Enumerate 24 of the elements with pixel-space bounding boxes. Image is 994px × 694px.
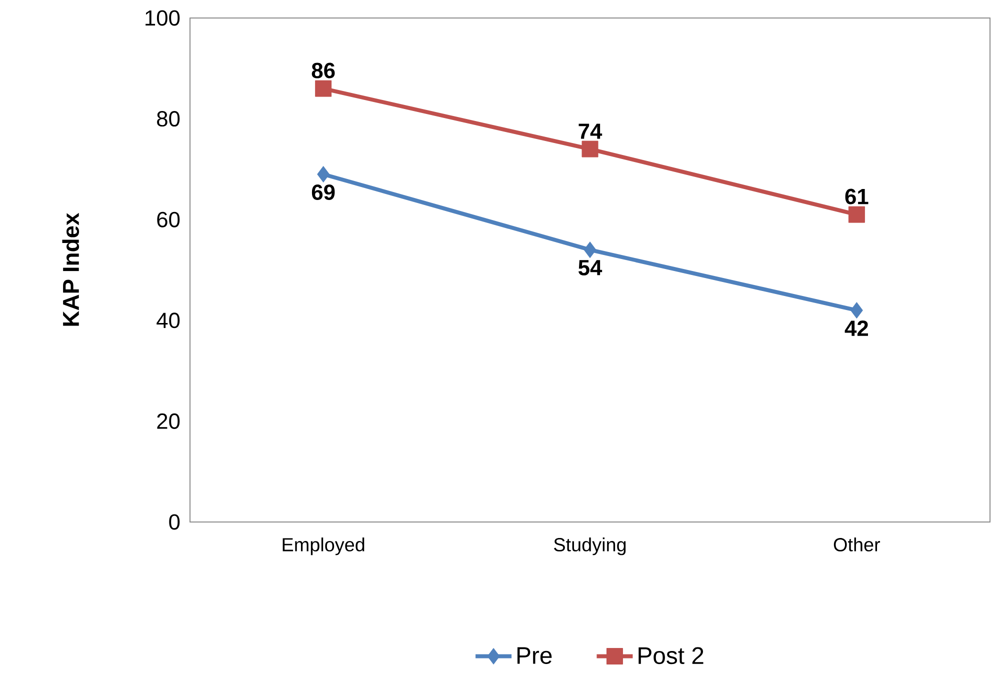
legend-label: Pre (517, 647, 552, 664)
point (584, 242, 596, 258)
data-label: 74 (578, 124, 602, 139)
y-tick-label: 40 (156, 312, 180, 328)
data-label: 86 (312, 62, 335, 78)
y-tick-label: 20 (157, 413, 180, 429)
point (582, 140, 598, 158)
legend-label: Post 2 (638, 647, 704, 664)
point (848, 206, 865, 223)
y-tick-label: 80 (157, 111, 180, 127)
data-label: 42 (844, 320, 868, 336)
x-tick-label: Other (834, 538, 880, 552)
point (317, 166, 330, 182)
y-tick-label: 60 (157, 212, 180, 228)
x-tick-label: Employed (282, 538, 364, 556)
point (850, 302, 863, 319)
y-tick-label: 100 (146, 10, 180, 26)
y-axis-title: KAP Index (62, 212, 80, 326)
data-label: 54 (578, 260, 602, 276)
data-label: 69 (312, 184, 335, 200)
point (315, 80, 332, 97)
x-tick-label: Studying (554, 538, 626, 556)
y-tick-label: 0 (169, 514, 180, 530)
data-label: 61 (845, 188, 868, 204)
